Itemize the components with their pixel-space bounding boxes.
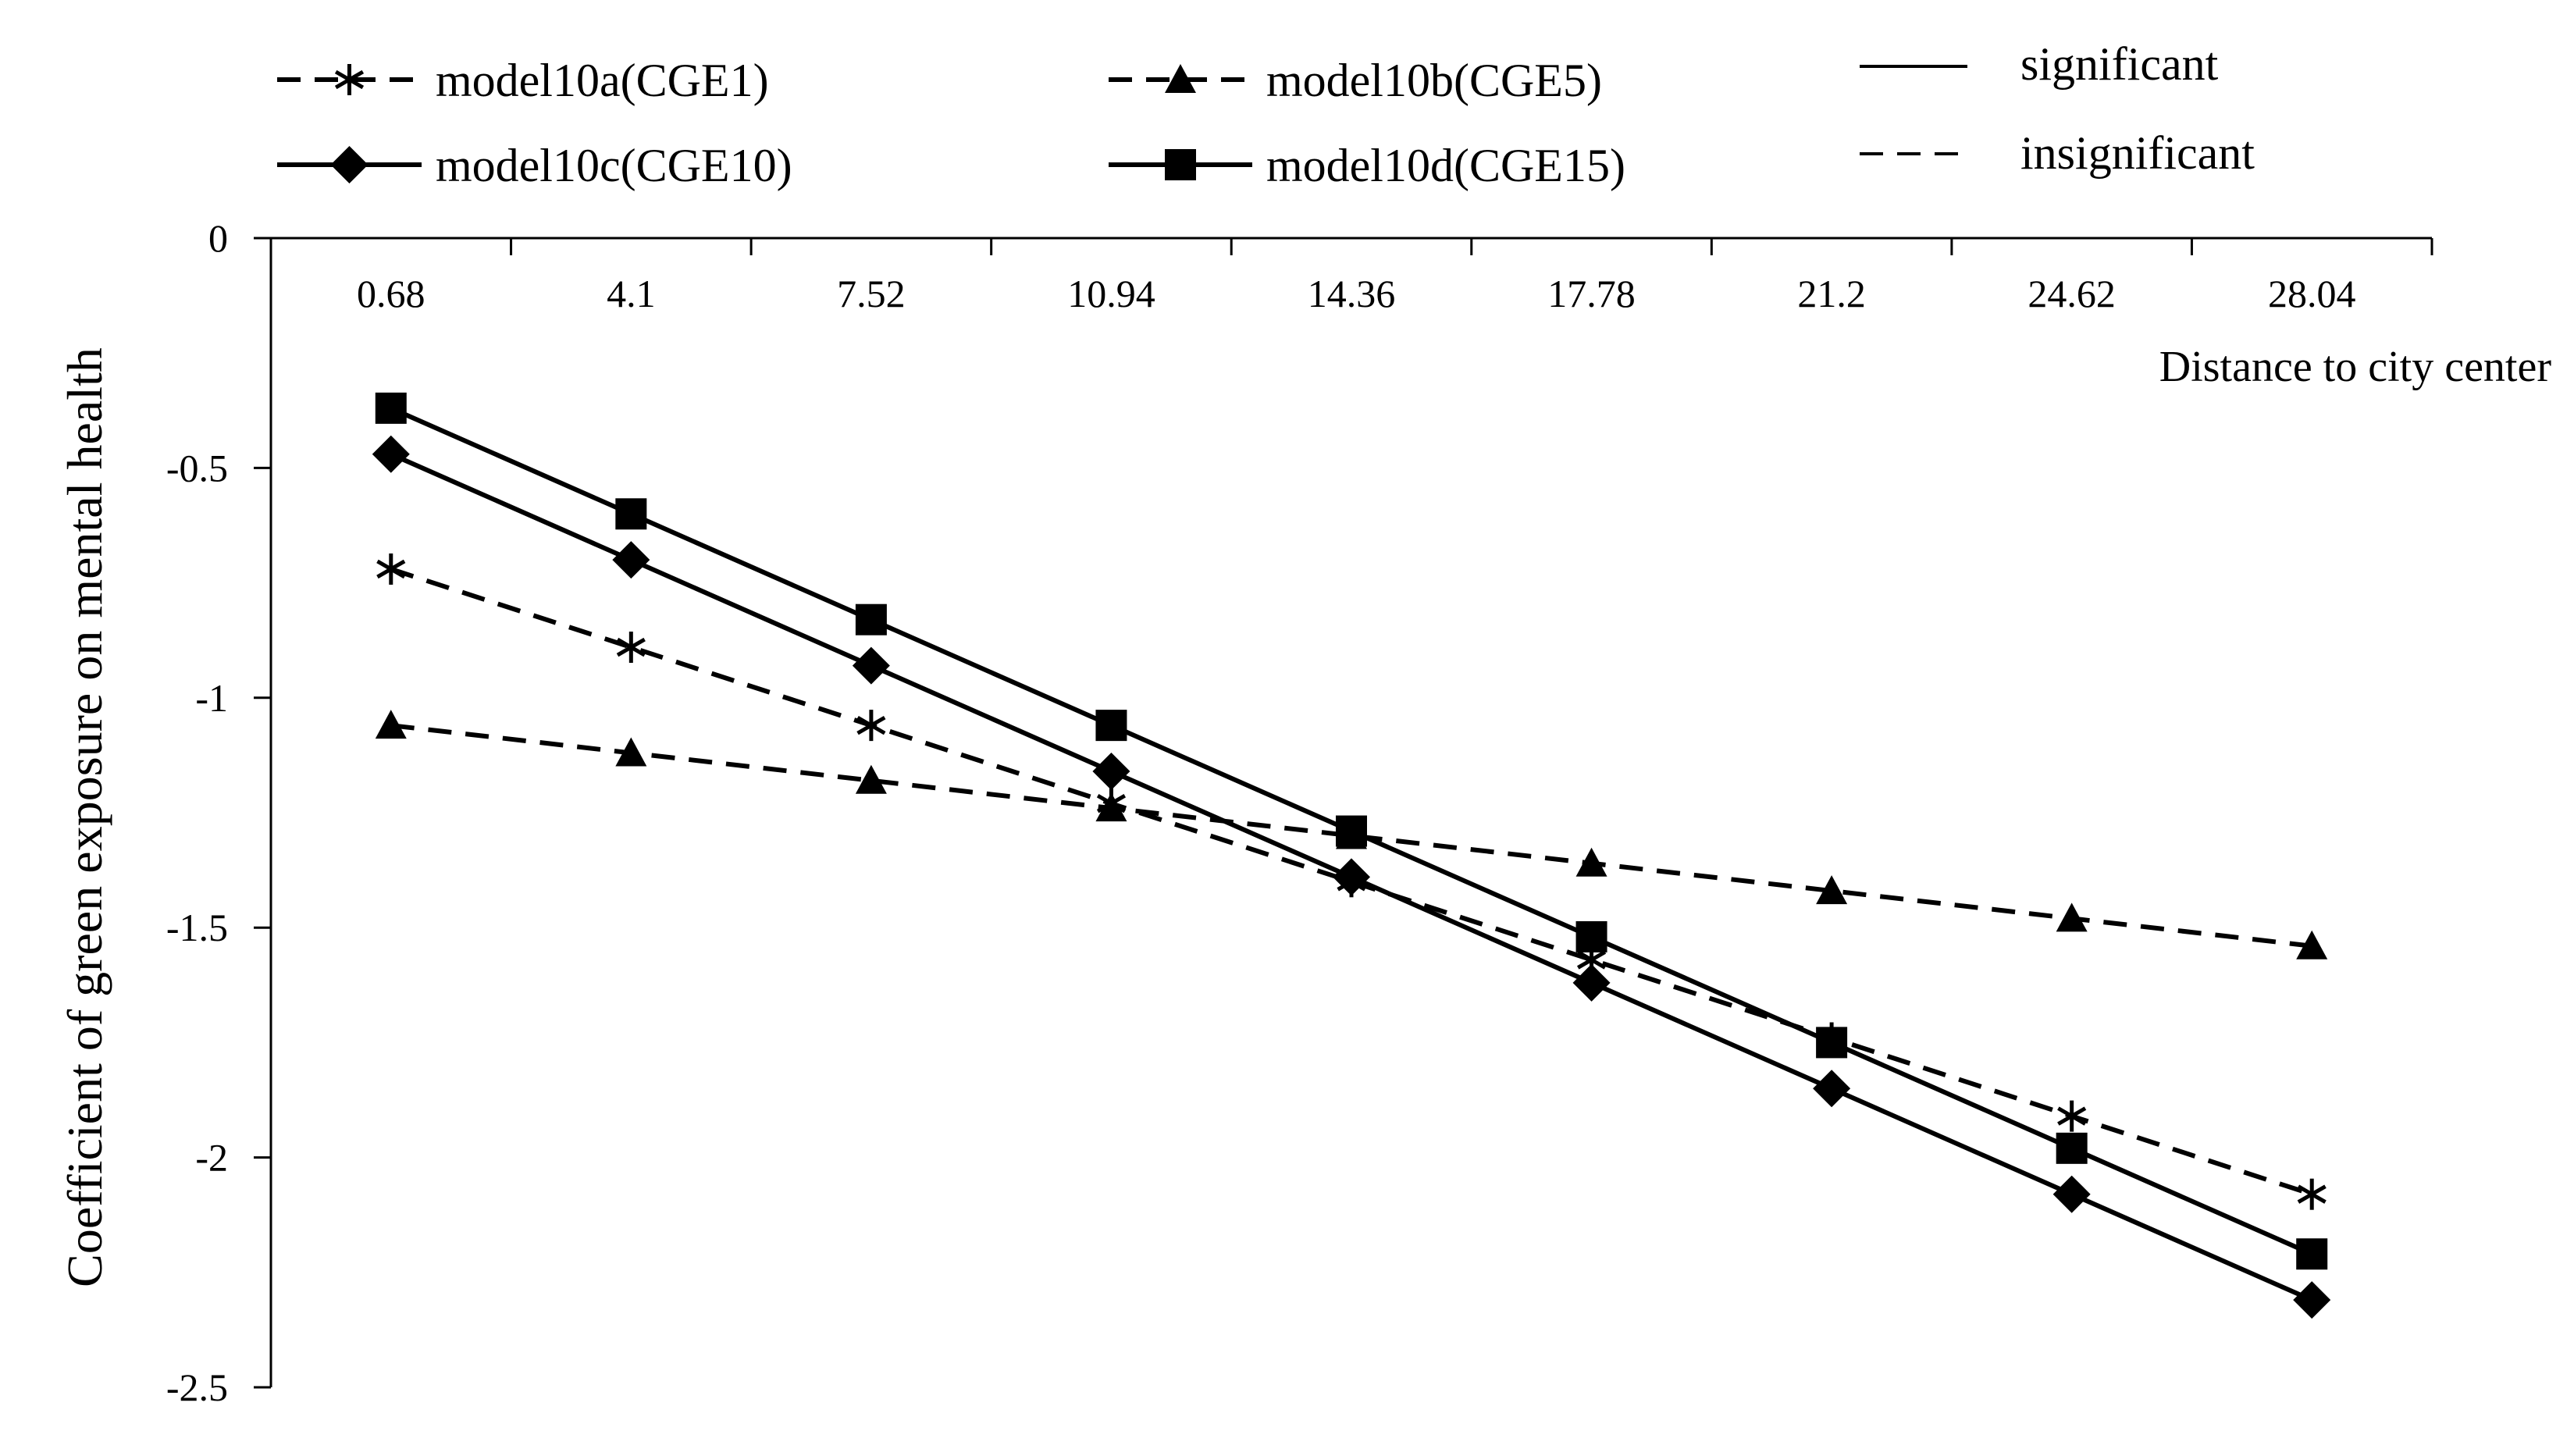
data-point <box>2297 1178 2327 1210</box>
data-point <box>1095 792 1127 822</box>
legend-label-model10c: model10c(CGE10) <box>436 140 792 191</box>
x-tick-label: 21.2 <box>1797 272 1866 315</box>
data-point <box>615 498 647 530</box>
x-tick-label: 28.04 <box>2268 272 2356 315</box>
data-point <box>2293 1281 2331 1319</box>
y-tick-label: -2.5 <box>166 1365 228 1409</box>
data-point <box>375 392 407 424</box>
legend-marker-2 <box>330 146 368 183</box>
series-3 <box>375 392 2328 1270</box>
data-point <box>2056 902 2088 932</box>
data-point <box>376 553 406 585</box>
x-tick-label: 24.62 <box>2028 272 2116 315</box>
x-tick-label: 4.1 <box>607 272 656 315</box>
data-point <box>2052 1175 2091 1213</box>
x-tick-label: 10.94 <box>1067 272 1155 315</box>
x-tick-label: 7.52 <box>837 272 906 315</box>
data-point <box>1333 858 1370 896</box>
data-point <box>1572 963 1611 1002</box>
data-point <box>855 764 887 794</box>
legend-label-model10a: model10a(CGE1) <box>436 55 769 106</box>
series-2 <box>372 435 2331 1319</box>
x-axis-label: Distance to city center <box>2159 343 2552 391</box>
y-tick-label: -1 <box>195 676 228 720</box>
data-point <box>2296 1238 2328 1270</box>
legend-label-model10b: model10b(CGE5) <box>1266 55 1602 106</box>
data-point <box>372 435 410 473</box>
series-layer <box>372 392 2331 1319</box>
data-point <box>852 646 890 685</box>
y-tick-label: -2 <box>195 1136 228 1180</box>
data-point <box>856 710 886 742</box>
y-tick-label: -0.5 <box>166 446 228 489</box>
data-point <box>1575 920 1607 952</box>
data-point <box>2057 1100 2087 1132</box>
y-tick-label: -1.5 <box>166 906 228 949</box>
y-tick-label: 0 <box>208 216 228 260</box>
axes: 0 -0.5 -1 -1.5 -2 -2.5 0.68 4.1 7.52 10.94 14.36 17… <box>166 216 2433 1409</box>
legend-label-insignificant: insignificant <box>2020 127 2255 179</box>
data-point <box>375 710 407 739</box>
legend-label-model10d: model10d(CGE15) <box>1266 140 1625 191</box>
data-point <box>1575 847 1607 877</box>
data-point <box>612 541 650 579</box>
series-line-1 <box>390 723 2312 949</box>
legend: model10a(CGE1) model10b(CGE5) model10c(C… <box>277 38 2255 191</box>
data-point <box>615 737 647 767</box>
data-point <box>1092 753 1130 791</box>
data-point <box>855 603 887 635</box>
data-point <box>2296 930 2328 959</box>
data-point <box>1816 1027 1848 1059</box>
y-axis-label: Coefficient of green exposure on mental … <box>57 347 112 1287</box>
x-tick-label: 17.78 <box>1547 272 1636 315</box>
legend-marker-1 <box>1165 64 1196 93</box>
x-tick-label: 14.36 <box>1308 272 1396 315</box>
legend-label-significant: significant <box>2020 38 2219 90</box>
legend-marker-0 <box>334 64 365 95</box>
data-point <box>1336 815 1367 847</box>
data-point <box>1816 875 1848 905</box>
data-point <box>1813 1070 1851 1108</box>
legend-marker-3 <box>1165 149 1196 180</box>
data-point <box>2056 1132 2088 1164</box>
data-point <box>1095 710 1127 742</box>
x-tick-label: 0.68 <box>357 272 425 315</box>
data-point <box>616 632 646 664</box>
